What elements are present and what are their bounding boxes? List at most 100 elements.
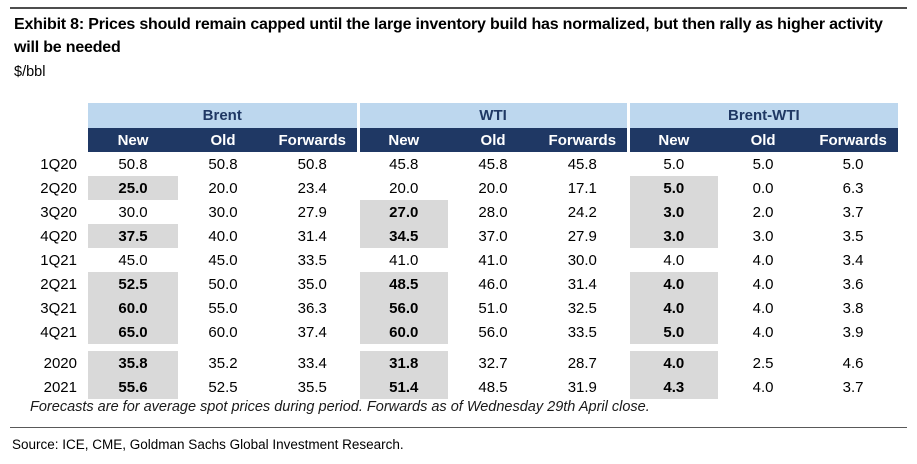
table-cell: 37.4: [297, 323, 327, 341]
table-cell: 3.5: [842, 227, 864, 245]
table-cell: 4.0: [626, 296, 719, 320]
table-cell: 4.0: [752, 378, 774, 396]
table-cell: 50.0: [208, 275, 238, 293]
table-cell: 35.2: [208, 354, 238, 372]
table-cell: 3.7: [842, 203, 864, 221]
table-cell: 4.0: [752, 251, 774, 269]
table-cell: 28.0: [478, 203, 508, 221]
corner-cell: [0, 128, 88, 152]
bottom-divider: [10, 427, 907, 428]
exhibit-title: Exhibit 8: Prices should remain capped u…: [14, 16, 883, 56]
table-row: 2Q21 52.5 50.0 35.0 48.5 46.0 31.4 4.0 4.0 3.6: [0, 272, 898, 296]
table-cell: 3.0: [626, 200, 719, 224]
table-cell: 4.0: [626, 248, 719, 272]
table-cell: 55.6: [88, 375, 178, 399]
table-row: 1Q21 45.0 45.0 33.5 41.0 41.0 30.0 4.0 4.0 3.4: [0, 248, 898, 272]
table-cell: 5.0: [626, 320, 719, 344]
units-label: $/bbl: [14, 64, 46, 80]
table-cell: 27.9: [297, 203, 327, 221]
group-header-row: Brent WTI Brent-WTI: [0, 103, 899, 128]
table-cell: 20.0: [208, 179, 238, 197]
table-cell: 31.8: [356, 351, 449, 375]
table-cell: 4.0: [752, 323, 774, 341]
table-cell: 17.1: [567, 179, 597, 197]
table-cell: 23.4: [297, 179, 327, 197]
table-cell: 31.9: [567, 378, 597, 396]
group-header-brent: Brent: [88, 103, 359, 128]
table-cell: 3.0: [626, 224, 719, 248]
table-cell: 3.4: [842, 251, 864, 269]
table-cell: 30.0: [567, 251, 597, 269]
table-cell: 60.0: [208, 323, 238, 341]
table-cell: 45.8: [567, 155, 597, 173]
table-cell: 24.2: [567, 203, 597, 221]
table-cell: 45.8: [356, 152, 449, 176]
row-label: 2Q21: [40, 275, 77, 293]
table-cell: 30.0: [208, 203, 238, 221]
col-header-brent-forwards: Forwards: [268, 128, 359, 152]
table-cell: 51.0: [478, 299, 508, 317]
row-label: 4Q21: [40, 323, 77, 341]
table-cell: 56.0: [356, 296, 449, 320]
col-header-spread-forwards: Forwards: [808, 128, 899, 152]
row-label: 3Q20: [40, 203, 77, 221]
table-cell: 4.6: [842, 354, 864, 372]
table-cell: 60.0: [356, 320, 449, 344]
table-cell: 33.5: [567, 323, 597, 341]
group-header-wti: WTI: [356, 103, 629, 128]
table-cell: 41.0: [478, 251, 508, 269]
table-cell: 36.3: [297, 299, 327, 317]
table-cell: 5.0: [626, 176, 719, 200]
row-label: 2021: [43, 378, 77, 396]
table-cell: 50.8: [297, 155, 327, 173]
table-cell: 6.3: [842, 179, 864, 197]
table-row: 2021 55.6 52.5 35.5 51.4 48.5 31.9 4.3 4.0 3.7: [0, 375, 898, 399]
source-line: Source: ICE, CME, Goldman Sachs Global I…: [12, 437, 404, 452]
table-row: 3Q21 60.0 55.0 36.3 56.0 51.0 32.5 4.0 4.0 3.8: [0, 296, 898, 320]
forecast-table: Brent WTI Brent-WTI New Old Forwards New…: [0, 103, 899, 399]
table-cell: 52.5: [88, 272, 178, 296]
table-cell: 4.0: [626, 272, 719, 296]
corner-cell: [0, 103, 88, 128]
table-cell: 45.8: [478, 155, 508, 173]
table-cell: 35.0: [297, 275, 327, 293]
col-header-brent-new: New: [88, 128, 178, 152]
table-cell: 2.5: [752, 354, 774, 372]
table-cell: 3.6: [842, 275, 864, 293]
col-header-spread-old: Old: [718, 128, 809, 152]
table-cell: 4.3: [626, 375, 719, 399]
table-cell: 20.0: [356, 176, 449, 200]
row-label: 1Q21: [40, 251, 77, 269]
table-cell: 33.5: [297, 251, 327, 269]
row-label: 3Q21: [40, 299, 77, 317]
top-divider: [10, 7, 907, 9]
table-cell: 33.4: [297, 354, 327, 372]
table-row: 3Q20 30.0 30.0 27.9 27.0 28.0 24.2 3.0 2.0 3.7: [0, 200, 898, 224]
table-cell: 2.0: [752, 203, 774, 221]
table-cell: 52.5: [208, 378, 238, 396]
table-cell: 37.0: [478, 227, 508, 245]
table-cell: 3.9: [842, 323, 864, 341]
table-cell: 37.5: [88, 224, 178, 248]
table-cell: 35.8: [88, 351, 178, 375]
table-cell: 34.5: [356, 224, 449, 248]
table-cell: 40.0: [208, 227, 238, 245]
table-cell: 3.8: [842, 299, 864, 317]
table-cell: 3.7: [842, 378, 864, 396]
row-label: 2020: [43, 354, 77, 372]
table-cell: 46.0: [478, 275, 508, 293]
footnote: Forecasts are for average spot prices du…: [30, 399, 650, 415]
col-header-spread-new: New: [626, 128, 719, 152]
table-body: 1Q20 50.8 50.8 50.8 45.8 45.8 45.8 5.0 5.0 5.0 2Q2…: [0, 152, 899, 399]
table-cell: 31.4: [567, 275, 597, 293]
table-cell: 45.0: [118, 251, 148, 269]
table-row: 4Q20 37.5 40.0 31.4 34.5 37.0 27.9 3.0 3.0 3.5: [0, 224, 898, 248]
table-row: 1Q20 50.8 50.8 50.8 45.8 45.8 45.8 5.0 5.0 5.0: [0, 152, 898, 176]
table-cell: 28.7: [567, 354, 597, 372]
table-cell: 48.5: [356, 272, 449, 296]
column-header-row: New Old Forwards New Old Forwards New Ol…: [0, 128, 899, 152]
table-row: 2020 35.8 35.2 33.4 31.8 32.7 28.7 4.0 2.5 4.6: [0, 351, 898, 375]
table-cell: 60.0: [88, 296, 178, 320]
section-spacer: [0, 344, 899, 351]
col-header-wti-new: New: [356, 128, 449, 152]
